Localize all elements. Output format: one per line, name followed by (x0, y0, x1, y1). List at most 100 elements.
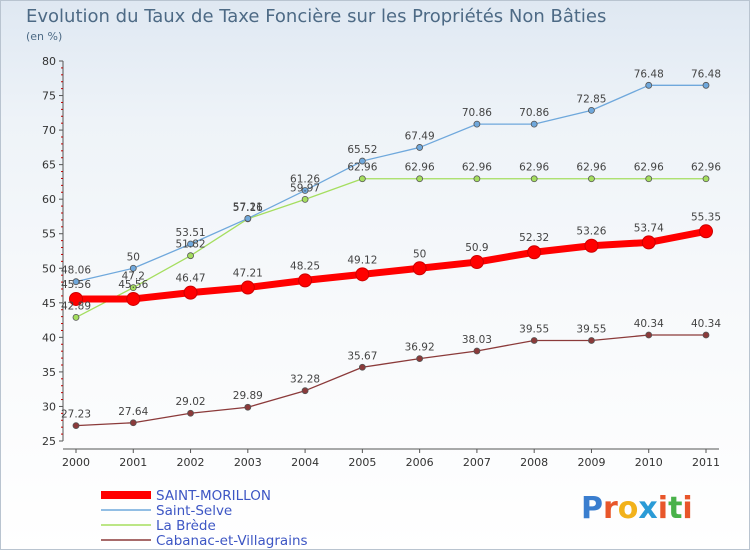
data-point (301, 195, 309, 203)
data-label: 62.96 (462, 162, 492, 174)
data-label: 62.96 (576, 162, 606, 174)
data-point (358, 175, 366, 183)
data-label: 40.34 (634, 318, 664, 330)
data-label: 38.03 (462, 334, 492, 346)
logo-letter: t (668, 491, 682, 526)
axes: 25 30 35 40 45 50 55 60 65 70 75 80 2000 2001 2002 2003… (42, 55, 720, 469)
data-point (645, 81, 653, 89)
data-point (641, 235, 656, 250)
data-point (584, 238, 599, 253)
data-label: 62.96 (519, 162, 549, 174)
data-label: 35.67 (347, 350, 377, 362)
data-point (129, 264, 137, 272)
x-tick-label: 2011 (692, 456, 720, 469)
x-tick-label: 2004 (291, 456, 319, 469)
data-point (240, 280, 255, 295)
y-tick-label: 30 (42, 400, 56, 413)
data-point (473, 175, 481, 183)
data-label: 53.51 (176, 227, 206, 239)
data-label: 36.92 (405, 342, 435, 354)
data-point (301, 187, 309, 194)
x-tick-label: 2001 (119, 456, 147, 469)
data-point (358, 363, 366, 371)
data-label: 48.06 (61, 265, 91, 277)
y-tick-label: 35 (42, 366, 56, 379)
y-tick-label: 75 (42, 90, 56, 103)
logo-letter: i (658, 491, 668, 526)
data-label: 45.56 (61, 279, 91, 291)
data-label: 42.89 (61, 300, 91, 312)
legend-label-1: Saint-Selve (156, 503, 232, 519)
logo-letter: P (581, 491, 603, 526)
data-label: 50 (413, 248, 426, 260)
data-point (183, 285, 198, 300)
data-label: 48.25 (290, 260, 320, 272)
data-point (416, 144, 424, 151)
data-label: 62.96 (347, 162, 377, 174)
y-tick-label: 55 (42, 228, 56, 241)
series-lines (69, 81, 713, 429)
data-label: 40.34 (691, 318, 721, 330)
data-point (645, 175, 653, 183)
data-point (355, 267, 370, 282)
y-tick-label: 80 (42, 55, 56, 68)
data-label: 55.35 (691, 211, 721, 223)
y-tick-label: 40 (42, 331, 56, 344)
data-point (416, 175, 424, 183)
x-tick-label: 2005 (348, 456, 376, 469)
x-tick-label: 2008 (520, 456, 548, 469)
logo-letter: o (618, 491, 639, 526)
data-point (69, 291, 83, 306)
y-tick-label: 45 (42, 297, 56, 310)
data-label: 27.64 (118, 406, 148, 418)
data-point (530, 337, 538, 344)
data-label: 65.52 (347, 144, 377, 156)
x-tick-label: 2003 (234, 456, 262, 469)
logo-letter: r (603, 491, 618, 526)
data-point (645, 331, 653, 339)
data-label: 46.47 (176, 273, 206, 285)
x-tick-label: 2006 (406, 456, 434, 469)
data-point (412, 261, 427, 276)
data-point (187, 409, 194, 417)
data-label: 29.89 (233, 390, 263, 402)
data-point (72, 313, 80, 321)
series-line-3 (75, 334, 706, 427)
data-point (129, 284, 137, 292)
y-tick-label: 50 (42, 262, 56, 275)
data-point (416, 355, 424, 363)
data-point (702, 81, 710, 89)
data-point (301, 387, 309, 395)
data-label: 39.55 (519, 323, 549, 335)
data-label: 52.32 (519, 232, 549, 244)
data-point (187, 252, 194, 260)
data-point (244, 403, 252, 411)
x-tick-label: 2000 (62, 456, 90, 469)
data-label: 76.48 (634, 68, 664, 80)
data-label: 76.48 (691, 68, 721, 80)
data-point (187, 240, 194, 248)
data-label: 29.02 (176, 396, 206, 408)
data-point (588, 337, 595, 344)
data-label: 72.85 (576, 93, 606, 105)
data-label: 47.21 (233, 268, 263, 280)
data-label: 61.26 (290, 173, 320, 185)
data-label: 62.96 (634, 162, 664, 174)
x-tick-label: 2009 (577, 456, 605, 469)
logo-letter: x (638, 491, 657, 526)
data-label: 32.28 (290, 374, 320, 386)
y-tick-label: 70 (42, 124, 56, 137)
data-point (129, 419, 137, 427)
data-labels: 27.23 27.64 29.02 29.89 32.28 35.67 36.92 38.03… (61, 68, 721, 420)
data-point (126, 291, 141, 306)
data-label: 70.86 (519, 107, 549, 119)
y-tick-label: 25 (42, 435, 56, 448)
proxiti-logo: Proxiti (581, 491, 693, 526)
x-tick-label: 2010 (635, 456, 663, 469)
data-label: 59.97 (290, 182, 320, 194)
data-point (702, 331, 710, 339)
data-label: 39.55 (576, 323, 606, 335)
